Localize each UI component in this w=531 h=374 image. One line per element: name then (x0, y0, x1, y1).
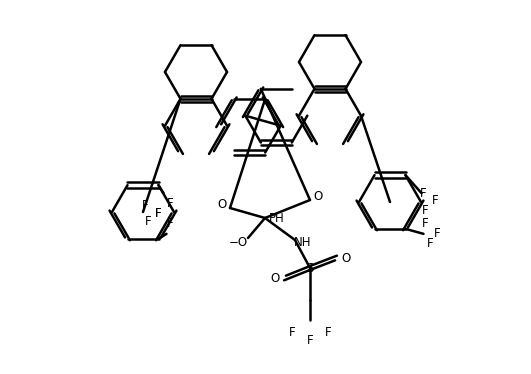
Text: S: S (306, 261, 314, 275)
Text: PH: PH (269, 212, 285, 224)
Text: −O: −O (228, 236, 247, 248)
Text: F: F (155, 207, 162, 220)
Text: F: F (142, 199, 149, 212)
Text: F: F (434, 227, 441, 240)
Text: F: F (432, 194, 439, 207)
Text: O: O (217, 197, 227, 211)
Text: F: F (420, 187, 427, 200)
Text: F: F (145, 215, 152, 229)
Text: F: F (422, 204, 429, 217)
Text: O: O (341, 251, 350, 264)
Text: F: F (427, 237, 434, 250)
Text: F: F (289, 325, 295, 338)
Text: O: O (270, 272, 280, 285)
Text: F: F (307, 334, 313, 346)
Text: F: F (167, 197, 174, 210)
Text: F: F (324, 325, 331, 338)
Text: F: F (422, 217, 429, 230)
Text: O: O (313, 190, 323, 202)
Text: NH: NH (294, 236, 312, 248)
Text: F: F (167, 217, 174, 230)
Text: F: F (155, 207, 162, 220)
